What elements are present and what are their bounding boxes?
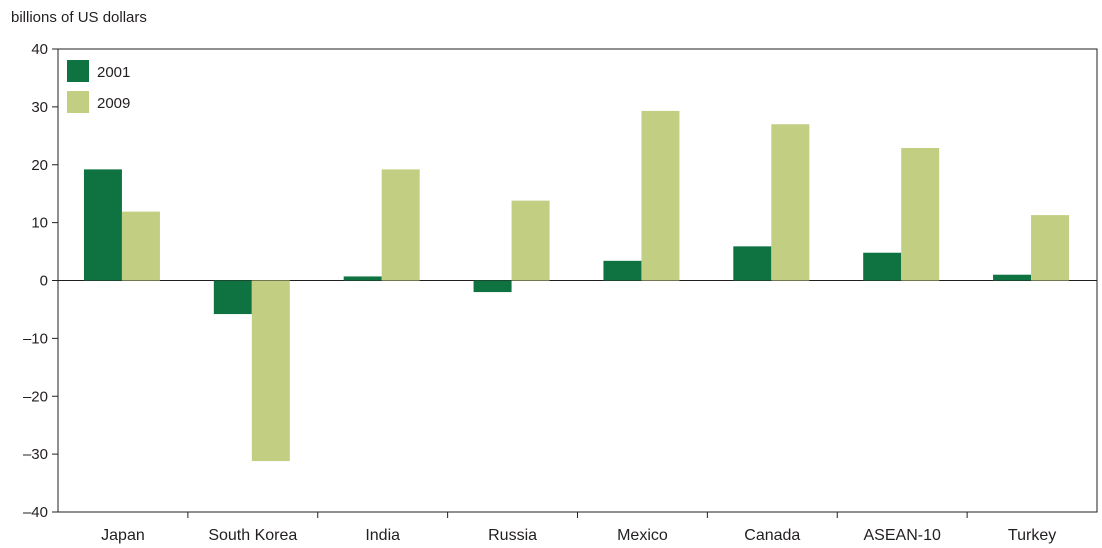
bar-2009-canada — [771, 124, 810, 281]
y-tick-label: 40 — [31, 41, 48, 58]
y-tick-label: 30 — [31, 99, 48, 116]
x-tick-label: Japan — [101, 527, 145, 544]
y-tick-label: 20 — [31, 157, 48, 174]
bar-2001-mexico — [603, 260, 642, 281]
y-axis-ticks: 40 30 20 10 0 –10 –20 –30 –40 — [23, 41, 58, 521]
x-axis-ticks: Japan South Korea India Russia Mexico Canada A… — [101, 512, 1056, 544]
legend-swatch-2009 — [67, 91, 89, 113]
y-tick-label: –40 — [23, 504, 48, 521]
legend-label-2001: 2001 — [97, 64, 130, 81]
x-tick-label: Mexico — [617, 527, 668, 544]
x-tick-label: ASEAN-10 — [864, 527, 941, 544]
bar-2001-japan — [83, 169, 122, 281]
bar-2001-russia — [473, 280, 512, 293]
y-tick-label: –30 — [23, 446, 48, 463]
bar-2001-asean-10 — [863, 252, 902, 281]
x-tick-label: India — [365, 527, 400, 544]
bar-2009-russia — [511, 200, 550, 281]
bar-2001-canada — [733, 246, 772, 281]
bar-2001-south-korea — [213, 280, 252, 315]
x-tick-label: South Korea — [208, 527, 297, 544]
legend-swatch-2001 — [67, 60, 89, 82]
legend: 2001 2009 — [67, 60, 130, 113]
bar-2009-asean-10 — [901, 147, 940, 281]
bar-2009-south-korea — [251, 280, 290, 462]
bar-2001-india — [343, 276, 382, 281]
y-tick-label: 0 — [40, 273, 48, 290]
bar-2001-turkey — [993, 274, 1032, 281]
legend-label-2009: 2009 — [97, 95, 130, 112]
x-tick-label: Canada — [744, 527, 800, 544]
bars — [83, 110, 1070, 462]
y-tick-label: –10 — [23, 330, 48, 347]
bar-2009-turkey — [1031, 215, 1070, 281]
y-axis-label: billions of US dollars — [11, 9, 147, 26]
bar-2009-india — [381, 169, 420, 281]
x-tick-label: Russia — [488, 527, 537, 544]
y-tick-label: 10 — [31, 215, 48, 232]
y-tick-label: –20 — [23, 388, 48, 405]
bar-2009-japan — [121, 211, 160, 281]
bar-2009-mexico — [641, 110, 680, 281]
x-tick-label: Turkey — [1008, 527, 1056, 544]
